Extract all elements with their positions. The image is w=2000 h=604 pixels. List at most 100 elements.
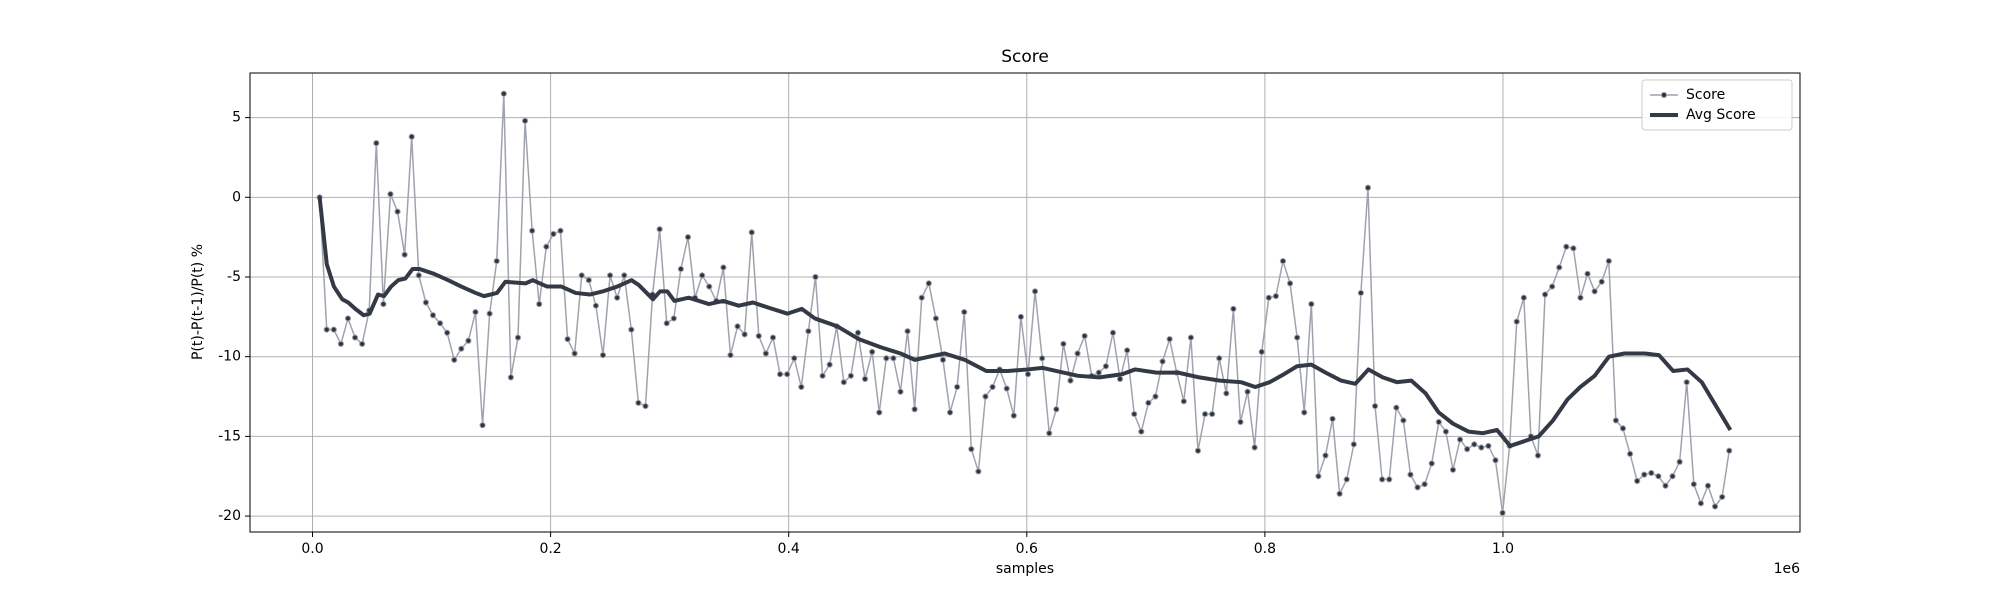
point	[1499, 509, 1506, 516]
point	[1010, 412, 1017, 419]
point	[656, 226, 663, 233]
point	[1053, 406, 1060, 413]
legend: Score Avg Score	[1641, 79, 1793, 131]
x-tick-label: 0.0	[301, 541, 323, 557]
point	[876, 409, 883, 416]
point	[954, 383, 961, 391]
point	[1138, 428, 1145, 435]
axes-frame	[249, 72, 1801, 533]
point	[1230, 305, 1237, 312]
legend-marker	[1660, 91, 1668, 99]
point	[1669, 473, 1676, 480]
point	[784, 371, 791, 378]
point	[514, 334, 522, 341]
point	[925, 280, 932, 287]
point	[918, 294, 925, 301]
point	[1726, 447, 1733, 454]
point	[1676, 458, 1683, 465]
point	[557, 227, 564, 234]
point	[840, 379, 847, 386]
point	[1187, 334, 1194, 341]
point	[791, 355, 798, 362]
point	[1648, 469, 1655, 477]
point	[1641, 471, 1648, 478]
point	[769, 334, 777, 341]
point	[628, 326, 635, 333]
point	[1449, 466, 1457, 473]
point	[1563, 243, 1570, 250]
y-tick-label: -5	[227, 269, 241, 285]
point	[720, 264, 727, 271]
point	[1336, 490, 1343, 497]
point	[1244, 388, 1251, 395]
point	[699, 272, 706, 279]
point	[578, 272, 585, 279]
point	[1513, 318, 1520, 325]
point	[585, 277, 592, 284]
y-tick-label: -20	[218, 508, 241, 524]
point	[479, 422, 486, 429]
x-tick-label: 1.0	[1492, 541, 1514, 557]
point	[1428, 460, 1435, 467]
point	[1216, 355, 1223, 362]
x-tick-label: 0.8	[1254, 541, 1276, 557]
point	[748, 229, 755, 236]
point	[812, 273, 819, 281]
point	[599, 351, 607, 359]
point	[507, 374, 514, 381]
point	[1534, 452, 1542, 459]
point	[1258, 348, 1265, 356]
point	[621, 272, 628, 279]
point	[344, 315, 352, 322]
point	[1619, 425, 1627, 432]
point	[1471, 441, 1478, 448]
point	[1634, 477, 1641, 485]
point	[1223, 390, 1230, 397]
point	[401, 251, 408, 258]
chart-title: Score	[1001, 47, 1049, 67]
series-line	[317, 197, 1733, 448]
point	[670, 315, 677, 322]
point	[1690, 481, 1697, 488]
point	[529, 227, 536, 234]
point	[706, 283, 713, 290]
point	[642, 402, 649, 410]
point	[734, 323, 741, 330]
point	[1095, 369, 1102, 376]
point	[1060, 340, 1067, 348]
point	[422, 299, 429, 306]
point	[982, 393, 989, 400]
point	[1379, 476, 1386, 483]
point	[465, 337, 472, 344]
point	[500, 90, 507, 97]
point	[550, 230, 557, 238]
y-tick-label: 5	[232, 110, 241, 126]
point	[458, 345, 465, 352]
point	[1577, 294, 1584, 301]
point	[1435, 418, 1442, 426]
point	[1626, 450, 1634, 458]
point	[564, 336, 571, 343]
point	[1386, 476, 1393, 483]
point	[1478, 444, 1485, 451]
point	[854, 329, 862, 336]
x-tick-label: 0.2	[539, 541, 561, 557]
point	[1584, 270, 1591, 277]
point	[1152, 393, 1159, 400]
point	[472, 308, 479, 316]
point	[663, 320, 670, 327]
point	[1131, 410, 1138, 418]
point	[1315, 473, 1322, 480]
point	[337, 340, 344, 348]
point	[890, 355, 897, 362]
point	[1308, 300, 1315, 308]
point	[1294, 334, 1301, 341]
point	[677, 265, 684, 273]
point	[1492, 457, 1499, 464]
point	[798, 383, 805, 391]
point	[939, 356, 947, 363]
point	[819, 372, 826, 379]
point	[429, 312, 437, 319]
